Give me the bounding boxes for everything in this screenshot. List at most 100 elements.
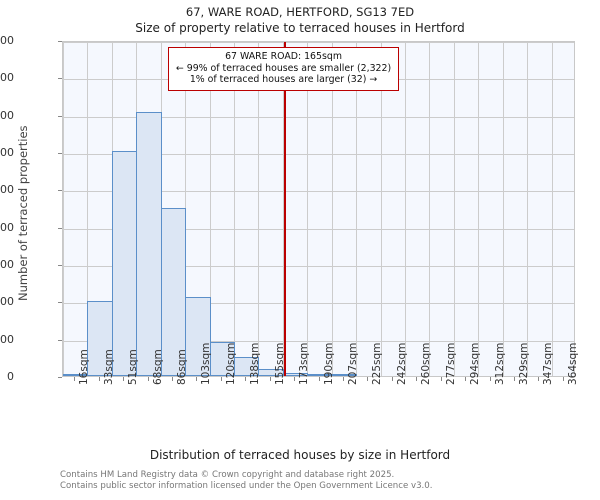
histogram-bar xyxy=(185,296,211,376)
x-axis-tick-mark xyxy=(367,377,369,381)
x-axis-tick-mark xyxy=(342,377,344,381)
page-title: 67, WARE ROAD, HERTFORD, SG13 7ED xyxy=(185,5,415,19)
x-axis-tick-mark xyxy=(562,377,564,381)
x-axis-tick-mark xyxy=(220,377,222,381)
x-axis-tick-mark xyxy=(440,377,442,381)
x-axis-tick-label: 294sqm xyxy=(469,342,482,385)
gridline-vertical xyxy=(63,42,64,376)
x-axis-tick-mark xyxy=(147,377,149,381)
gridline-vertical xyxy=(258,42,259,376)
gridline-vertical xyxy=(234,42,235,376)
x-axis-tick-mark xyxy=(98,377,100,381)
gridline-horizontal xyxy=(63,303,574,305)
y-axis-tick-label: 700 xyxy=(0,108,14,122)
gridline-horizontal xyxy=(63,340,574,342)
y-axis-tick-mark xyxy=(58,227,62,229)
gridline-vertical xyxy=(405,42,406,376)
x-axis-tick-label: 242sqm xyxy=(395,342,408,385)
histogram-bar xyxy=(160,208,187,376)
x-axis-tick-mark xyxy=(123,377,125,381)
gridline-vertical xyxy=(87,42,88,376)
gridline-horizontal xyxy=(63,228,574,230)
y-axis-tick-mark xyxy=(58,265,62,266)
x-axis-tick-label: 51sqm xyxy=(127,349,140,385)
gridline-vertical xyxy=(283,42,284,376)
x-axis-tick-label: 225sqm xyxy=(371,342,384,385)
gridline-horizontal xyxy=(63,266,574,267)
y-axis-tick-label: 300 xyxy=(0,258,14,271)
y-axis-tick-label: 800 xyxy=(0,71,14,85)
x-axis-tick-label: 190sqm xyxy=(322,342,335,385)
x-axis-tick-mark xyxy=(171,377,173,381)
gridline-vertical xyxy=(552,42,553,376)
x-axis-tick-mark xyxy=(489,377,491,381)
gridline-horizontal xyxy=(63,191,574,193)
x-axis-tick-label: 68sqm xyxy=(151,349,164,385)
plot-inner xyxy=(63,42,574,376)
gridline-vertical xyxy=(429,42,430,376)
footer-line-1: Contains HM Land Registry data © Crown c… xyxy=(60,470,395,480)
x-axis-tick-label: 364sqm xyxy=(566,342,579,385)
y-axis-tick-mark xyxy=(58,115,62,117)
y-axis-tick-mark xyxy=(58,190,62,192)
x-axis-tick-label: 138sqm xyxy=(249,342,262,385)
y-axis-tick-label: 200 xyxy=(0,295,14,309)
x-axis-tick-mark xyxy=(196,377,198,381)
x-axis-tick-label: 173sqm xyxy=(298,342,311,385)
x-axis-tick-mark xyxy=(465,377,467,381)
x-axis-tick-mark xyxy=(74,377,76,381)
x-axis-tick-label: 16sqm xyxy=(78,349,91,385)
gridline-vertical xyxy=(307,42,308,376)
chart-title-block: 67, WARE ROAD, HERTFORD, SG13 7ED Size o… xyxy=(0,4,600,37)
gridline-vertical xyxy=(478,42,479,376)
chart-subtitle: Size of property relative to terraced ho… xyxy=(135,21,465,35)
y-axis-tick-label: 100 xyxy=(0,332,14,346)
annotation-line-2: ← 99% of terraced houses are smaller (2,… xyxy=(175,62,392,74)
plot-area xyxy=(62,41,575,377)
y-axis-tick-label: 0 xyxy=(7,370,14,383)
x-axis-tick-label: 103sqm xyxy=(200,342,213,385)
x-axis-tick-mark xyxy=(294,377,296,381)
histogram-bar xyxy=(234,356,260,376)
y-axis-tick-label: 500 xyxy=(0,183,14,197)
x-axis-label: Distribution of terraced houses by size … xyxy=(149,448,451,462)
x-axis-tick-mark xyxy=(269,377,271,381)
histogram-bar xyxy=(136,112,162,376)
x-axis-tick-label: 86sqm xyxy=(175,349,188,385)
histogram-bar xyxy=(111,150,138,376)
gridline-vertical xyxy=(503,42,504,376)
gridline-vertical xyxy=(454,42,455,376)
x-axis-tick-label: 347sqm xyxy=(542,342,555,385)
y-axis-label: Number of terraced properties xyxy=(16,125,30,301)
histogram-bar xyxy=(258,368,284,376)
x-axis-tick-label: 329sqm xyxy=(517,342,530,385)
y-axis-tick-mark xyxy=(58,41,62,42)
y-axis-tick-mark xyxy=(58,78,62,80)
marker-annotation: 67 WARE ROAD: 165sqm ← 99% of terraced h… xyxy=(167,47,400,91)
x-axis-tick-label: 260sqm xyxy=(420,342,433,385)
gridline-vertical xyxy=(381,42,382,376)
footer-attribution: Contains HM Land Registry data © Crown c… xyxy=(60,470,580,491)
gridline-vertical xyxy=(210,42,211,376)
y-axis-tick-label: 400 xyxy=(0,220,14,234)
annotation-line-3: 1% of terraced houses are larger (32) → xyxy=(189,74,378,86)
gridline-horizontal xyxy=(63,116,574,118)
x-axis-tick-mark xyxy=(245,377,247,381)
gridline-vertical xyxy=(332,42,333,376)
gridline-horizontal xyxy=(63,42,574,43)
footer-line-2: Contains public sector information licen… xyxy=(60,480,433,491)
x-axis-tick-label: 207sqm xyxy=(346,342,359,385)
x-axis-tick-mark xyxy=(538,377,540,381)
gridline-vertical xyxy=(527,42,528,376)
y-axis-tick-mark xyxy=(58,153,62,154)
annotation-line-1: 67 WARE ROAD: 165sqm xyxy=(225,51,342,62)
x-axis-tick-mark xyxy=(513,377,515,381)
histogram-bar xyxy=(331,374,358,376)
gridline-horizontal xyxy=(63,154,574,155)
x-axis-tick-mark xyxy=(318,377,320,381)
y-axis-tick-label: 600 xyxy=(0,146,14,159)
x-axis-tick-label: 312sqm xyxy=(493,342,506,385)
y-axis-tick-mark xyxy=(58,302,62,304)
y-axis-tick-label: 900 xyxy=(0,34,14,47)
